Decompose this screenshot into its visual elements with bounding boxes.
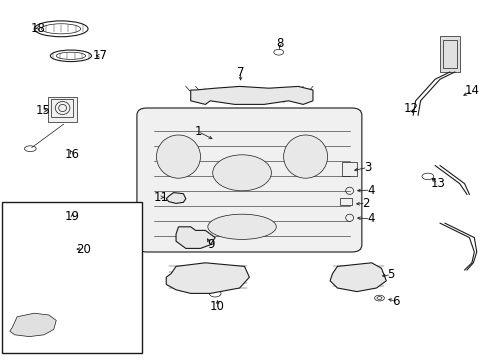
Text: 18: 18 (31, 22, 45, 35)
Ellipse shape (156, 135, 200, 178)
Polygon shape (176, 227, 215, 248)
Text: 12: 12 (403, 102, 417, 114)
Bar (439, 36, 459, 72)
Polygon shape (190, 86, 312, 104)
Polygon shape (166, 193, 185, 203)
Text: 16: 16 (65, 148, 80, 161)
FancyBboxPatch shape (137, 108, 361, 252)
Text: 4: 4 (366, 212, 374, 225)
Ellipse shape (207, 214, 276, 239)
Text: 14: 14 (464, 84, 478, 97)
Text: 19: 19 (65, 210, 80, 223)
Bar (56, 234, 71, 256)
Text: 3: 3 (363, 161, 371, 174)
Bar (442, 40, 456, 68)
Text: 6: 6 (391, 295, 399, 308)
Bar (2, 202, 142, 353)
Bar (342, 162, 356, 176)
Text: 15: 15 (36, 104, 50, 117)
Bar (12, 270, 22, 281)
Text: 1: 1 (194, 125, 202, 138)
Ellipse shape (212, 155, 271, 191)
Bar (51, 99, 73, 117)
Text: 8: 8 (275, 37, 283, 50)
Bar (339, 198, 351, 205)
Polygon shape (329, 263, 386, 292)
Polygon shape (166, 263, 249, 293)
Text: 20: 20 (76, 243, 90, 256)
Text: 4: 4 (366, 184, 374, 197)
Ellipse shape (283, 135, 327, 178)
Text: 5: 5 (386, 268, 394, 281)
Text: 10: 10 (210, 300, 224, 313)
Text: 9: 9 (207, 238, 215, 251)
Text: 7: 7 (236, 66, 244, 78)
Text: 11: 11 (154, 191, 168, 204)
Bar (12, 261, 59, 297)
Text: 13: 13 (429, 177, 444, 190)
Polygon shape (10, 313, 56, 337)
Text: 17: 17 (92, 49, 107, 62)
Text: 2: 2 (361, 197, 369, 210)
Bar (41, 270, 51, 281)
Bar (48, 97, 77, 122)
